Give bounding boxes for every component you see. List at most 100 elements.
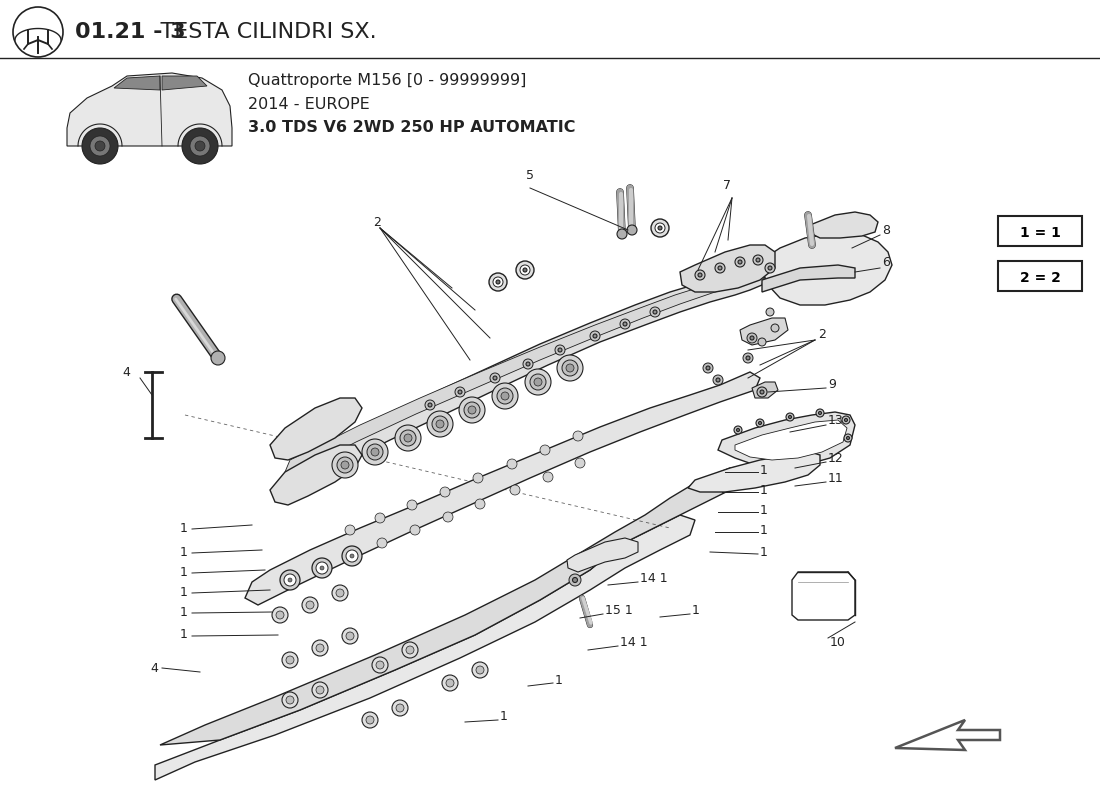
Circle shape [475, 499, 485, 509]
Circle shape [496, 280, 500, 284]
Circle shape [350, 554, 354, 558]
Text: 1: 1 [760, 546, 768, 558]
Polygon shape [688, 452, 820, 492]
Circle shape [396, 704, 404, 712]
Circle shape [316, 686, 324, 694]
Text: TESTA CILINDRI SX.: TESTA CILINDRI SX. [75, 22, 376, 42]
Circle shape [650, 307, 660, 317]
Circle shape [742, 353, 754, 363]
Circle shape [756, 419, 764, 427]
Circle shape [816, 409, 824, 417]
Circle shape [530, 374, 546, 390]
Circle shape [336, 589, 344, 597]
Circle shape [406, 646, 414, 654]
Circle shape [492, 383, 518, 409]
Circle shape [789, 415, 792, 418]
Circle shape [759, 422, 761, 425]
Circle shape [771, 324, 779, 332]
Circle shape [428, 403, 432, 407]
Circle shape [316, 562, 328, 574]
Circle shape [332, 452, 358, 478]
Polygon shape [270, 445, 362, 505]
Circle shape [427, 411, 453, 437]
Circle shape [442, 675, 458, 691]
Circle shape [377, 538, 387, 548]
Circle shape [402, 642, 418, 658]
Text: 1: 1 [760, 463, 768, 477]
Circle shape [520, 265, 530, 275]
Circle shape [654, 223, 666, 233]
Polygon shape [752, 382, 778, 398]
Circle shape [362, 712, 378, 728]
Circle shape [345, 525, 355, 535]
Text: 14 1: 14 1 [640, 571, 668, 585]
Circle shape [738, 260, 742, 264]
Circle shape [510, 485, 520, 495]
Text: 1: 1 [760, 483, 768, 497]
Circle shape [756, 258, 760, 262]
Circle shape [737, 429, 739, 431]
Circle shape [436, 420, 444, 428]
Circle shape [472, 662, 488, 678]
Circle shape [312, 558, 332, 578]
Circle shape [573, 431, 583, 441]
Polygon shape [155, 515, 695, 780]
Circle shape [400, 430, 416, 446]
Circle shape [280, 570, 300, 590]
Circle shape [507, 459, 517, 469]
Circle shape [182, 128, 218, 164]
Circle shape [818, 411, 822, 414]
Circle shape [706, 366, 710, 370]
Circle shape [443, 512, 453, 522]
Circle shape [286, 656, 294, 664]
Circle shape [337, 457, 353, 473]
Circle shape [757, 387, 767, 397]
Circle shape [566, 364, 574, 372]
Circle shape [845, 418, 847, 422]
Circle shape [747, 333, 757, 343]
Circle shape [366, 716, 374, 724]
Circle shape [493, 376, 497, 380]
Text: 1: 1 [180, 522, 188, 534]
Text: 1: 1 [556, 674, 563, 686]
Circle shape [718, 266, 722, 270]
Circle shape [590, 331, 600, 341]
Text: 1 = 1: 1 = 1 [1020, 226, 1060, 240]
Circle shape [716, 378, 720, 382]
Text: 1: 1 [180, 629, 188, 642]
Circle shape [526, 362, 530, 366]
Circle shape [847, 437, 849, 439]
Circle shape [306, 601, 313, 609]
Circle shape [490, 273, 507, 291]
Polygon shape [792, 572, 855, 620]
Circle shape [490, 373, 500, 383]
Circle shape [459, 397, 485, 423]
Text: 9: 9 [828, 378, 836, 391]
Circle shape [558, 348, 562, 352]
Polygon shape [114, 76, 160, 90]
Circle shape [522, 268, 527, 272]
Text: 14 1: 14 1 [620, 635, 648, 649]
Circle shape [346, 632, 354, 640]
Polygon shape [680, 245, 775, 292]
Polygon shape [810, 212, 878, 238]
Text: Quattroporte M156 [0 - 99999999]: Quattroporte M156 [0 - 99999999] [248, 73, 527, 88]
Polygon shape [740, 318, 788, 345]
Polygon shape [67, 73, 232, 146]
Text: 01.21 - 3: 01.21 - 3 [75, 22, 186, 42]
Circle shape [525, 369, 551, 395]
Polygon shape [270, 398, 362, 460]
Circle shape [82, 128, 118, 164]
Circle shape [276, 611, 284, 619]
Circle shape [458, 390, 462, 394]
Circle shape [190, 136, 210, 156]
Circle shape [562, 360, 578, 376]
Circle shape [432, 416, 448, 432]
Circle shape [695, 270, 705, 280]
Circle shape [627, 225, 637, 235]
Circle shape [282, 692, 298, 708]
Polygon shape [245, 372, 760, 605]
Text: 1: 1 [760, 503, 768, 517]
Circle shape [572, 578, 578, 582]
Circle shape [195, 141, 205, 151]
